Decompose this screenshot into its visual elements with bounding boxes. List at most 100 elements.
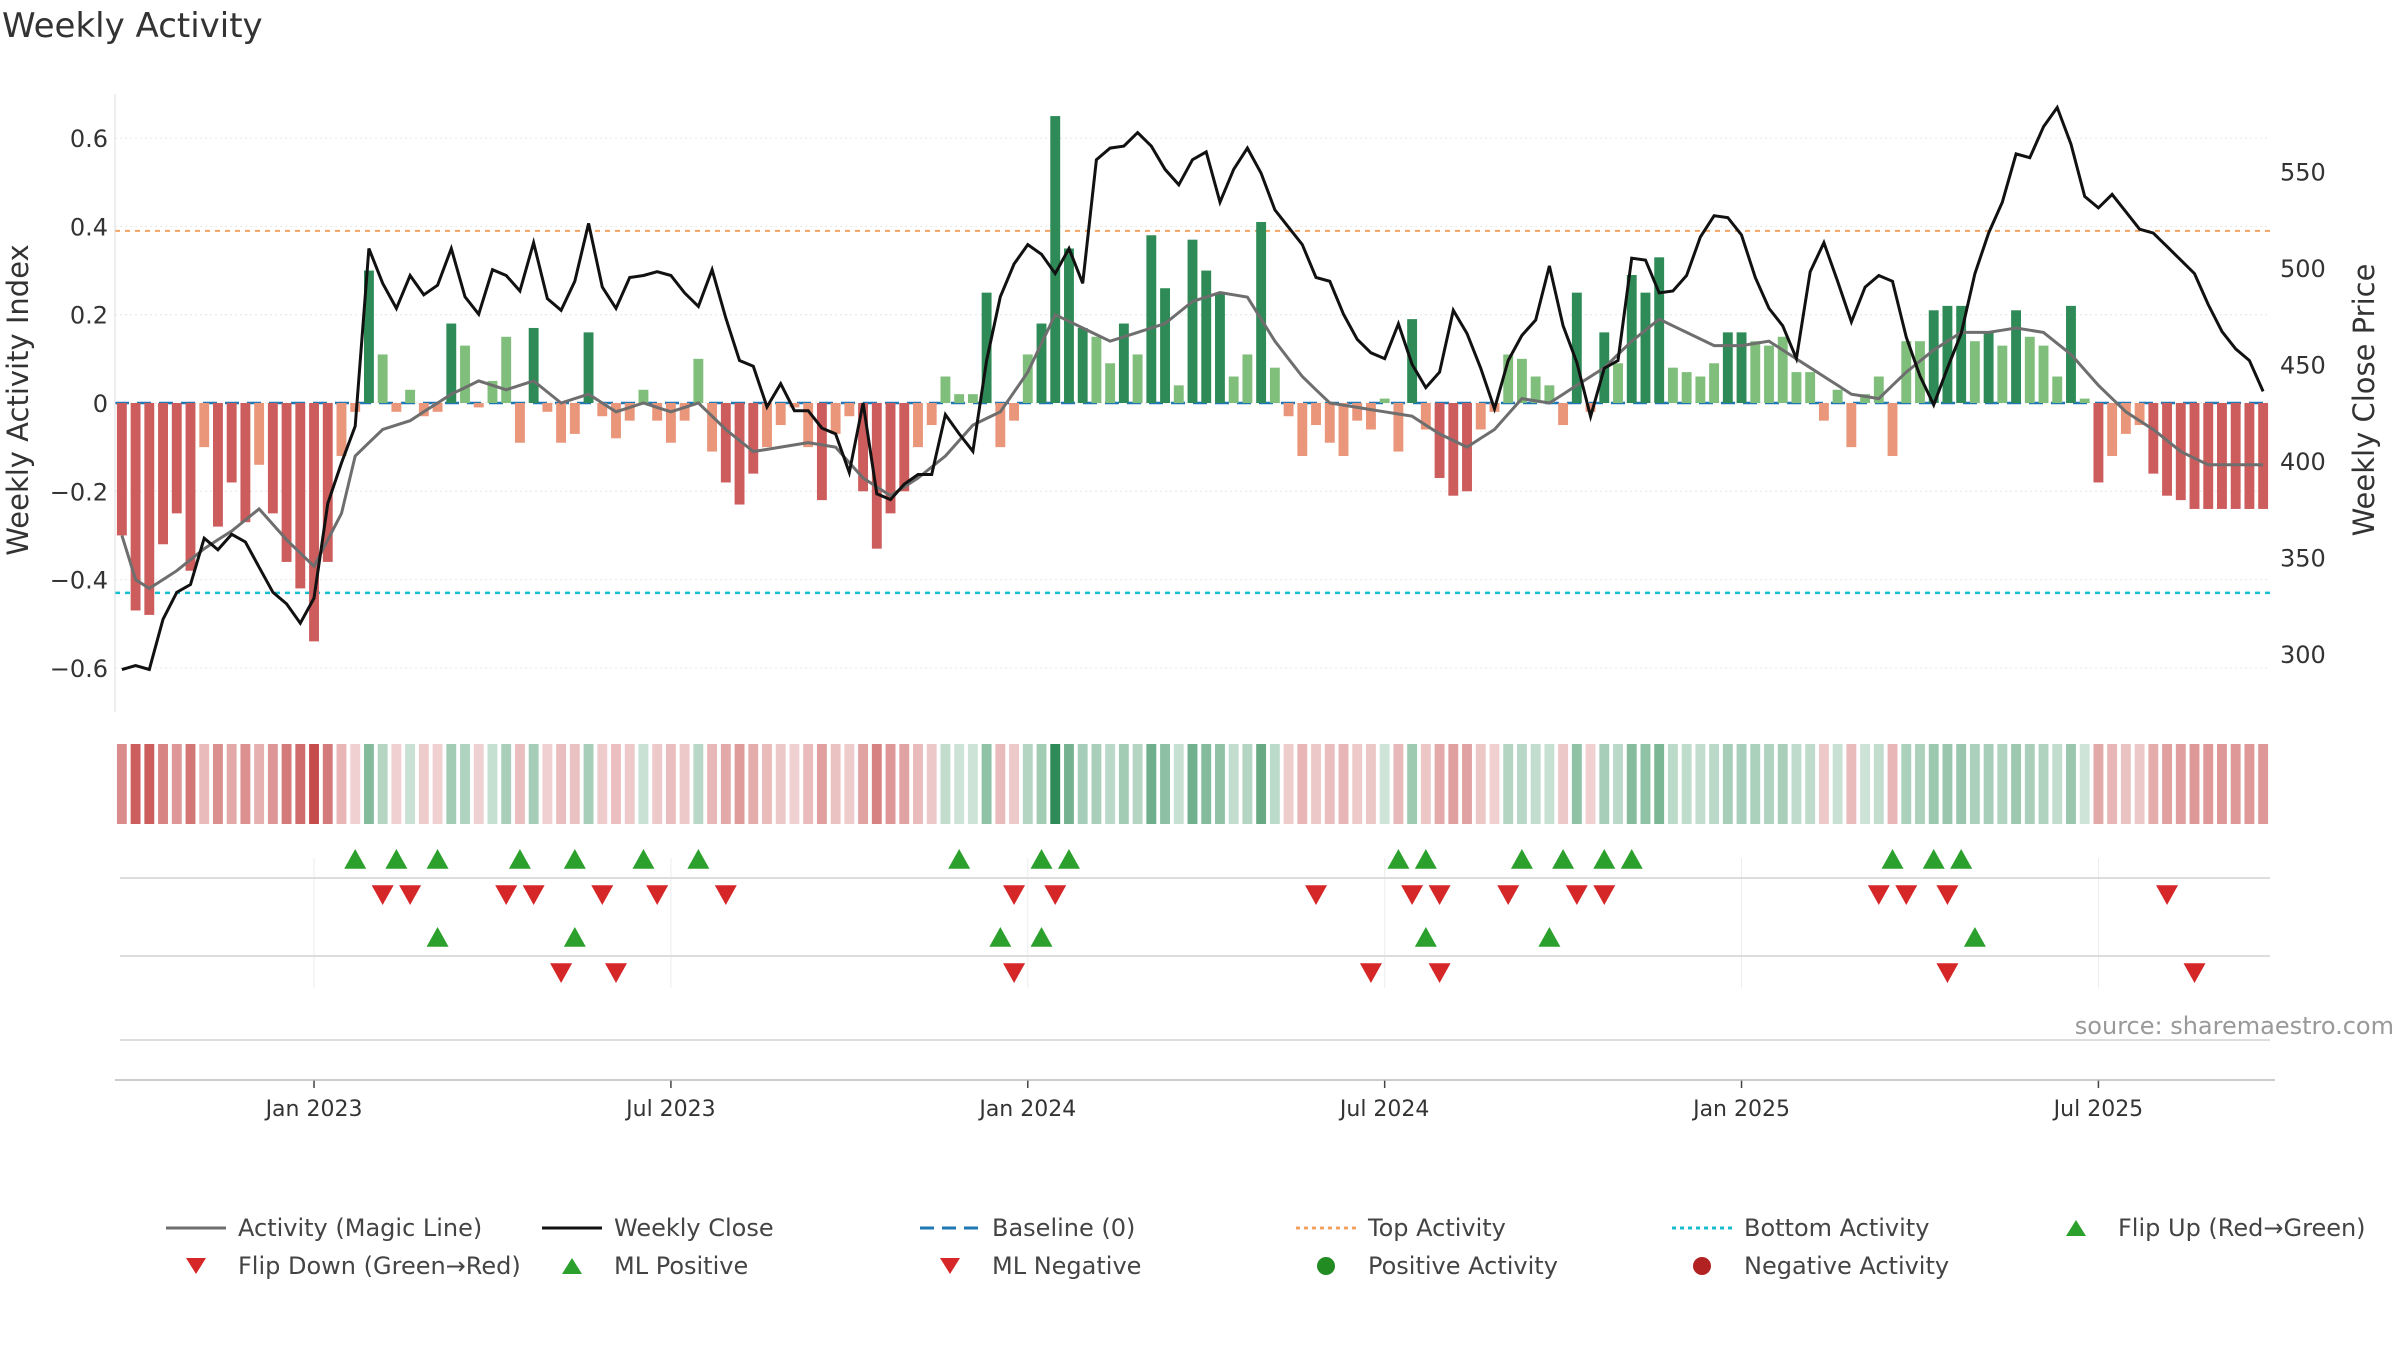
heat-strip-cell [1516, 744, 1527, 824]
heat-strip-cell [830, 744, 841, 824]
activity-bar [2217, 403, 2227, 509]
legend-ml-negative-swatch [940, 1258, 960, 1274]
y-tick-label-right: 500 [2280, 255, 2326, 283]
flip-down-marker [522, 885, 545, 905]
y-tick-label-right: 300 [2280, 641, 2326, 669]
activity-bar [1503, 354, 1514, 403]
activity-bar [1009, 403, 1020, 421]
activity-bar [1173, 385, 1184, 403]
heat-strip-cell [1242, 744, 1253, 824]
activity-bar [1256, 222, 1267, 403]
heat-strip-cell [665, 744, 676, 824]
activity-bar [1448, 403, 1459, 496]
activity-bar [2079, 398, 2090, 403]
activity-bar [226, 403, 237, 483]
legend-flip-up: Flip Up (Red→Green) [2046, 1214, 2366, 1242]
activity-bar [1146, 235, 1157, 403]
y-tick-label-left: 0 [93, 390, 108, 418]
heat-strip-cell [363, 744, 374, 824]
ml-positive-marker [1414, 927, 1437, 947]
heat-strip-cell [1283, 744, 1294, 824]
activity-bar [1132, 354, 1143, 403]
ml-negative-marker [550, 963, 573, 983]
flip-up-marker [1881, 849, 1904, 869]
x-tick-label: Jul 2025 [2052, 1097, 2144, 1122]
activity-bar [1324, 403, 1335, 443]
activity-bar [1764, 345, 1774, 403]
ml-negative-marker [1428, 963, 1451, 983]
activity-bar [418, 403, 429, 417]
legend-bottom-activity-swatch [1672, 1226, 1732, 1230]
heat-strip-cell [1064, 744, 1074, 824]
y-tick-label-left: −0.2 [50, 478, 108, 506]
heat-strip-cell [295, 744, 306, 824]
heat-strip-cell [1695, 744, 1706, 824]
magic-line [120, 291, 2264, 591]
heat-strip-cell [473, 744, 484, 824]
activity-bar [665, 403, 676, 443]
heat-strip-cell [720, 744, 731, 824]
heat-strip-cell [116, 744, 127, 824]
activity-bar [1736, 332, 1747, 403]
heat-strip-cell [1269, 744, 1280, 824]
heat-strip-cell [1407, 744, 1418, 824]
activity-bar [871, 403, 882, 549]
activity-bar [1791, 372, 1802, 403]
heat-strip-cell [1969, 744, 1980, 824]
flip-up-marker [1922, 849, 1945, 869]
flip-up-marker [632, 849, 655, 869]
heat-strip-cell [158, 744, 168, 824]
activity-bar [789, 403, 800, 408]
heat-strip-cell [858, 744, 869, 824]
heat-strip-cell [844, 744, 855, 824]
flip-up-marker [1057, 849, 1080, 869]
activity-bar [1969, 341, 1980, 403]
heat-strip-cell [1475, 744, 1486, 824]
activity-bar [1434, 403, 1445, 479]
y-tick-label-left: 0.2 [70, 302, 108, 330]
heat-strip-cell [2066, 744, 2076, 824]
y-axis-label-right: Weekly Close Price [2347, 264, 2381, 537]
legend-top-activity-swatch [1296, 1226, 1356, 1230]
heat-strip-cell [583, 744, 594, 824]
weekly-close-line [121, 104, 2265, 672]
y-tick-label-right: 550 [2280, 158, 2326, 186]
activity-bar [295, 403, 306, 589]
heat-strip-cell [1462, 744, 1472, 824]
legend-weekly-close-swatch [542, 1226, 602, 1230]
legend-magic-line: Activity (Magic Line) [166, 1214, 482, 1242]
heat-strip-cell [267, 744, 278, 824]
heat-strip-cell [2107, 744, 2118, 824]
legend-flip-up-swatch [2066, 1220, 2086, 1236]
heat-strip-cell [171, 744, 182, 824]
x-tick-label: Jul 2024 [1338, 1097, 1430, 1122]
activity-bar [1709, 363, 1720, 403]
flip-up-marker [508, 849, 531, 869]
heat-strip-cell [775, 744, 786, 824]
y-tick-label-right: 450 [2280, 351, 2326, 379]
legend-top-activity: Top Activity [1296, 1214, 1506, 1242]
activity-bar [1365, 403, 1376, 430]
heat-strip-cell [926, 744, 937, 824]
heat-strip-cell [487, 744, 498, 824]
heat-strip-cell [1928, 744, 1939, 824]
heat-strip-cell [1942, 744, 1953, 824]
heat-strip-cell [1393, 744, 1404, 824]
flip-down-marker [1305, 885, 1328, 905]
y-tick-label-right: 400 [2280, 448, 2326, 476]
activity-bar [487, 380, 498, 403]
activity-bar [926, 403, 937, 426]
activity-bar [185, 403, 196, 571]
y-tick-label-right: 350 [2280, 545, 2326, 573]
activity-bar [1036, 323, 1047, 403]
y-tick-label-left: 0.4 [70, 213, 108, 241]
activity-bar [1777, 336, 1788, 403]
activity-bar [1626, 274, 1637, 403]
ml-positive-marker [989, 927, 1012, 947]
activity-bar [1818, 403, 1829, 421]
activity-bar [460, 345, 470, 403]
activity-bar [775, 403, 786, 426]
activity-bar [1681, 372, 1692, 403]
flip-down-marker [1895, 885, 1918, 905]
flip-down-marker [1044, 885, 1067, 905]
